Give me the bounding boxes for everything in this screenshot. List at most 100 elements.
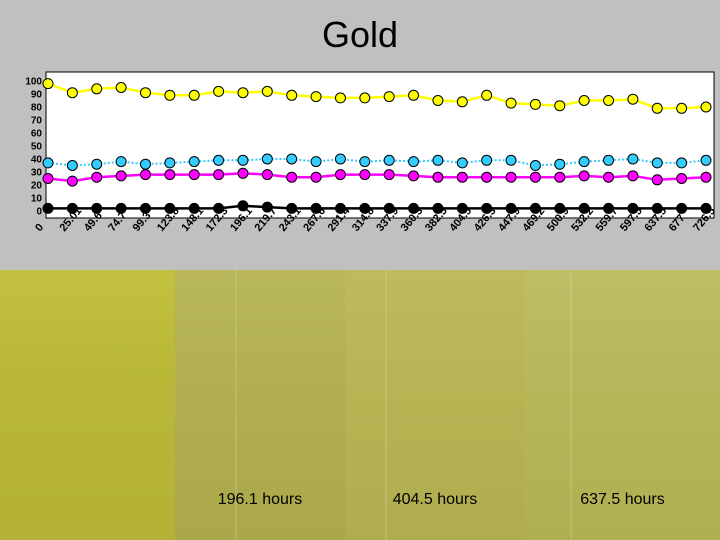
data-point <box>91 202 103 214</box>
data-point <box>91 171 103 183</box>
data-point <box>188 169 200 181</box>
data-point <box>578 156 590 168</box>
data-point <box>139 169 151 181</box>
chart-title: Gold <box>321 14 399 55</box>
data-point <box>42 173 54 184</box>
data-point <box>164 157 176 169</box>
y-tick-label: 40 <box>31 155 43 166</box>
data-point <box>676 202 688 214</box>
swatch-caption: 196.1 hours <box>217 491 303 508</box>
data-point <box>66 202 78 214</box>
data-point <box>481 89 493 101</box>
data-point <box>627 93 639 105</box>
data-point <box>505 97 517 109</box>
data-point <box>261 153 273 165</box>
data-point <box>164 202 176 214</box>
data-point <box>213 169 225 181</box>
data-point <box>603 95 615 106</box>
y-tick-label: 70 <box>31 116 43 127</box>
data-point <box>408 89 420 101</box>
data-point <box>139 158 151 170</box>
data-point <box>66 160 78 171</box>
swatch-caption: 637.5 hours <box>580 491 665 508</box>
data-point <box>359 92 371 104</box>
data-point <box>359 169 371 181</box>
data-point <box>237 200 249 212</box>
data-point <box>456 157 468 169</box>
data-point <box>505 202 517 214</box>
data-point <box>115 170 127 182</box>
data-point <box>700 202 712 214</box>
sample-swatch-196-hours: 196.1 hours <box>175 270 345 540</box>
x-tick-label: 0 <box>33 222 46 234</box>
y-axis: 0 10 20 30 40 50 60 70 80 90 100 <box>25 77 42 218</box>
data-point <box>432 154 444 166</box>
sample-swatch-637-hours: 637.5 hours <box>525 270 720 540</box>
data-point <box>578 95 590 106</box>
data-point <box>237 87 249 99</box>
data-point <box>456 171 468 183</box>
data-point <box>676 157 688 169</box>
series-line <box>48 204 706 210</box>
y-tick-label: 0 <box>36 207 42 218</box>
data-point <box>164 169 176 181</box>
data-point <box>651 102 663 114</box>
data-point <box>237 154 249 166</box>
data-point <box>481 202 493 214</box>
data-point <box>456 96 468 108</box>
data-point <box>213 154 225 166</box>
data-point <box>91 158 103 170</box>
series-line <box>47 82 707 110</box>
data-point <box>310 171 322 183</box>
data-point <box>408 202 420 214</box>
data-point <box>383 91 395 103</box>
data-point <box>383 202 395 214</box>
data-point <box>334 92 346 104</box>
data-point <box>432 171 444 183</box>
data-point <box>334 202 346 214</box>
data-point <box>383 154 395 166</box>
data-point <box>213 85 225 97</box>
data-point <box>627 153 639 165</box>
data-point <box>651 174 663 186</box>
fabric-fold <box>570 270 572 540</box>
data-point <box>286 171 298 183</box>
data-point <box>627 170 639 182</box>
data-point <box>286 153 298 165</box>
data-point <box>91 83 103 95</box>
data-point <box>651 157 663 169</box>
data-point <box>359 156 371 168</box>
data-point <box>481 171 493 183</box>
data-point <box>676 173 688 184</box>
y-tick-label: 10 <box>31 194 43 205</box>
data-point <box>700 171 712 183</box>
data-point <box>188 202 200 214</box>
data-point <box>139 202 151 214</box>
data-point <box>700 154 712 166</box>
data-point <box>66 175 78 187</box>
data-point <box>359 202 371 214</box>
data-point <box>286 89 298 101</box>
data-point <box>188 89 200 101</box>
data-point <box>42 202 54 214</box>
data-point <box>578 170 590 182</box>
fabric-fold <box>235 270 237 540</box>
data-point <box>139 87 151 99</box>
data-point <box>603 171 615 183</box>
data-point <box>66 87 78 99</box>
data-point <box>286 202 298 214</box>
data-point <box>115 82 127 93</box>
data-point <box>310 156 322 168</box>
y-tick-label: 50 <box>31 142 43 153</box>
y-tick-label: 60 <box>31 129 43 140</box>
y-tick-label: 80 <box>31 103 43 114</box>
data-point <box>432 202 444 214</box>
data-point <box>42 78 54 90</box>
data-point <box>164 89 176 101</box>
data-point <box>554 202 566 214</box>
y-tick-label: 100 <box>25 77 42 88</box>
data-point <box>505 171 517 183</box>
data-point <box>529 160 541 171</box>
data-point <box>310 91 322 103</box>
data-point <box>603 202 615 214</box>
